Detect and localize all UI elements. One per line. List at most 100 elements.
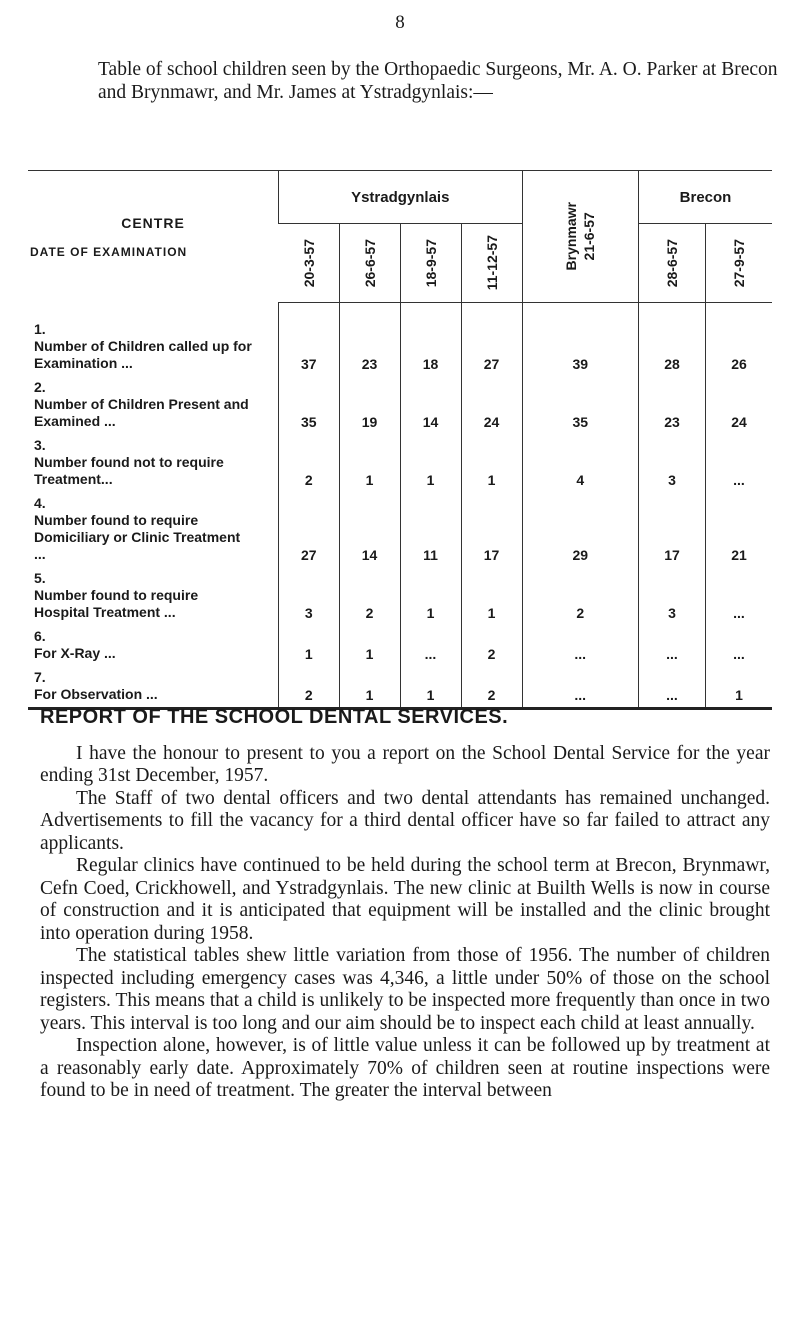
value-cell: ... (399, 621, 461, 663)
value-cell: 1 (399, 430, 461, 489)
value-cell: 1 (278, 621, 339, 663)
value-cell: 2 (521, 563, 639, 622)
value-cell: 17 (460, 488, 522, 564)
centre-header: CENTRE (121, 214, 185, 231)
value-cell: 14 (399, 372, 461, 431)
value-cell: ... (638, 621, 706, 663)
value-cell: 28 (638, 302, 706, 373)
value-cell: ... (705, 563, 772, 622)
value-cell: 1 (338, 430, 400, 489)
table-row: 3.Number found not to require Treatment.… (28, 430, 772, 489)
date-label: 18-9-57 (422, 238, 439, 288)
table-row: 4.Number found to require Domiciliary or… (28, 488, 772, 564)
date-label: 26-6-57 (361, 238, 378, 288)
date-row: 20-3-57 26-6-57 18-9-57 11-12-57 28-6-57 27-9… (28, 223, 772, 303)
group-cell: Brynmawr 21-6-57 (521, 170, 639, 303)
report-body: I have the honour to present to you a re… (40, 743, 770, 1103)
table-row: 7.For Observation ... 2 1 1 2...... 1 (28, 662, 772, 710)
table-row: 1.Number of Children called up for Exami… (28, 302, 772, 373)
table-row: 2.Number of Children Present and Examine… (28, 372, 772, 431)
group-cell: Brecon (638, 170, 772, 224)
value-cell: 1 (460, 563, 522, 622)
row-label: 6.For X-Ray ... (28, 622, 279, 663)
date-label: 21-6-57 (581, 212, 598, 261)
value-cell: 2 (460, 662, 522, 710)
table-row: 5.Number found to require Hospital Treat… (28, 563, 772, 622)
value-cell: 1 (338, 662, 400, 710)
row-number: 2. (34, 378, 46, 395)
group-stack: Brynmawr 21-6-57 (523, 202, 639, 270)
row-text: Number found not to require Treatment... (34, 453, 224, 487)
value-cell: ... (705, 621, 772, 663)
value-cell: ... (521, 621, 639, 663)
value-cell: 1 (399, 662, 461, 710)
value-cell: 24 (705, 372, 772, 431)
centre-cell: CENTRE Date of Examination (28, 170, 279, 303)
value-cell: 27 (278, 488, 339, 564)
date-cell: 26-6-57 (338, 223, 400, 303)
paragraph: Inspection alone, however, is of little … (40, 1035, 770, 1101)
orthopaedic-table: CENTRE Date of Examination Ystradgynlais… (28, 170, 772, 710)
row-text: Number of Children called up for Examina… (34, 337, 252, 371)
row-label: 7.For Observation ... (28, 662, 279, 710)
paragraph: I have the honour to present to you a re… (40, 742, 770, 787)
date-label: 28-6-57 (664, 238, 680, 288)
date-cell: 18-9-57 (399, 223, 461, 303)
value-cell: 1 (399, 563, 461, 622)
date-cell: 27-9-57 (705, 223, 772, 303)
value-cell: 1 (338, 621, 400, 663)
value-cell: 1 (705, 662, 772, 710)
row-label: 2.Number of Children Present and Examine… (28, 373, 279, 431)
paragraph: Regular clinics have continued to be hel… (40, 855, 770, 944)
value-cell: 14 (338, 488, 400, 564)
value-cell: 4 (521, 430, 639, 489)
row-label: 5.Number found to require Hospital Treat… (28, 564, 279, 622)
table-body: 1.Number of Children called up for Exami… (28, 302, 772, 710)
paragraph: The Staff of two dental officers and two… (40, 787, 770, 854)
intro: Table of school children seen by the Ort… (98, 59, 778, 103)
row-number: 1. (34, 320, 46, 337)
date-header: Date of Examination (30, 244, 188, 259)
value-cell: 35 (521, 372, 639, 431)
value-cell: 39 (521, 302, 639, 373)
date-cell: 20-3-57 (278, 223, 339, 303)
value-cell: 3 (638, 563, 706, 622)
group-cell: Ystradgynlais (278, 170, 522, 224)
row-text: Number found to require Hospital Treatme… (34, 586, 199, 620)
row-label: 4.Number found to require Domiciliary or… (28, 489, 279, 564)
group-name: Brynmawr (563, 202, 580, 271)
value-cell: 27 (460, 302, 522, 373)
value-cell: 26 (705, 302, 772, 373)
value-cell: ... (638, 662, 706, 710)
row-text: For Observation ... (34, 685, 158, 702)
value-cell: 2 (278, 430, 339, 489)
row-number: 7. (34, 668, 46, 685)
group-name: Brecon (679, 188, 732, 206)
value-cell: 2 (338, 563, 400, 622)
row-text: Number of Children Present and Examined … (34, 395, 249, 429)
value-cell: ... (705, 430, 772, 489)
paragraph: The statistical tables shew little varia… (40, 945, 770, 1034)
value-cell: 37 (278, 302, 339, 373)
date-cell: 28-6-57 (638, 223, 706, 303)
value-cell: 11 (399, 488, 461, 564)
value-cell: 17 (638, 488, 706, 564)
value-cell: 23 (338, 302, 400, 373)
row-text: Number found to require Domiciliary or C… (34, 511, 241, 562)
group-name: Ystradgynlais (351, 188, 450, 206)
row-number: 4. (34, 494, 46, 511)
value-cell: 2 (278, 662, 339, 710)
date-label: 20-3-57 (300, 238, 317, 288)
value-cell: 2 (460, 621, 522, 663)
row-text: For X-Ray ... (34, 644, 116, 661)
value-cell: 3 (638, 430, 706, 489)
date-cell: 11-12-57 (460, 223, 522, 303)
table-head: CENTRE Date of Examination Ystradgynlais… (28, 170, 772, 303)
page-number: 8 (395, 12, 405, 33)
value-cell: 29 (521, 488, 639, 564)
group-row: CENTRE Date of Examination Ystradgynlais… (28, 170, 772, 303)
report: REPORT OF THE SCHOOL DENTAL SERVICES. I … (40, 706, 770, 1103)
row-label: 3.Number found not to require Treatment.… (28, 431, 279, 489)
report-heading: REPORT OF THE SCHOOL DENTAL SERVICES. (40, 706, 509, 728)
